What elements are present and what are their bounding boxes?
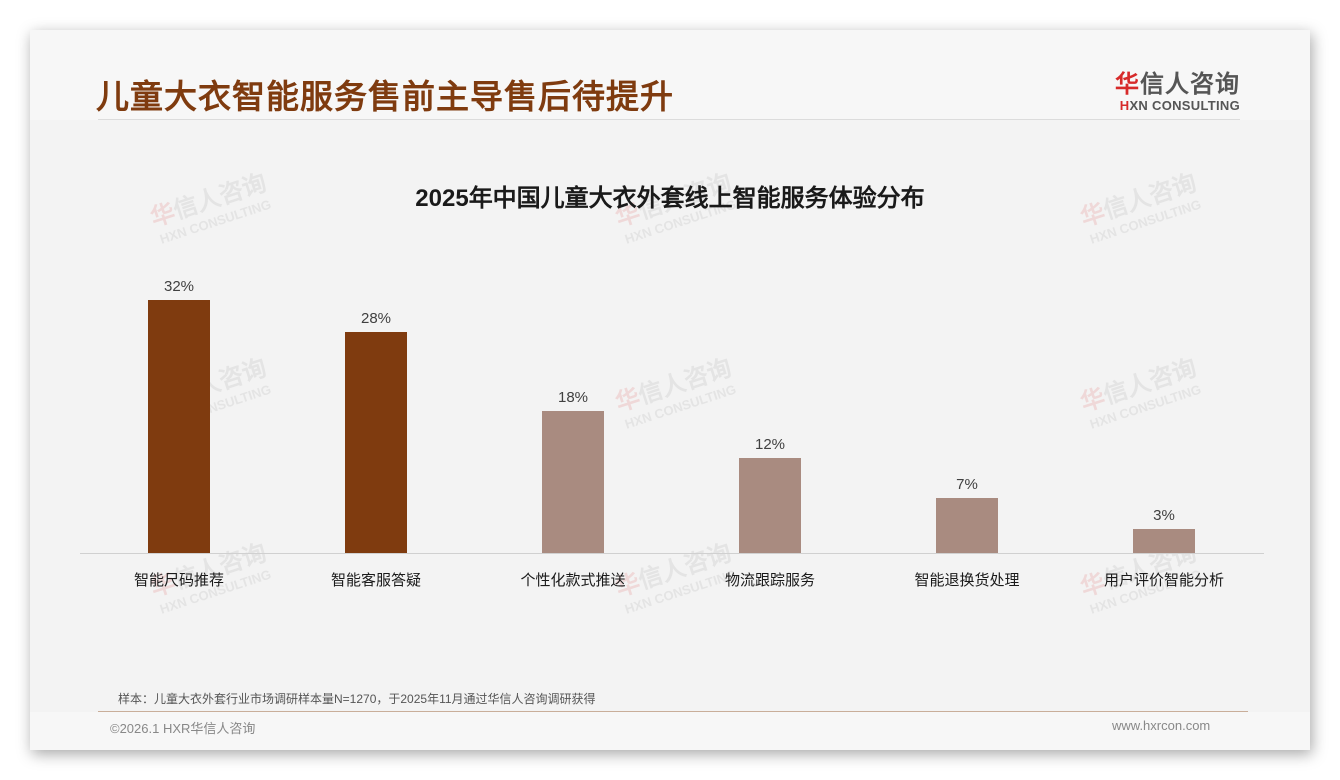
category-label: 个性化款式推送 [520,572,626,589]
bar-value-label: 7% [956,476,978,493]
logo-cn: 华信人咨询 [1110,64,1240,99]
sample-note: 样本：儿童大衣外套行业市场调研样本量N=1270，于2025年11月通过华信人咨… [118,692,596,706]
footer-divider [98,711,1248,712]
bar[interactable] [739,458,801,553]
bar[interactable] [1133,529,1195,553]
header-band [30,30,1310,120]
category-label: 智能尺码推荐 [133,572,224,589]
bar-value-label: 32% [163,278,195,295]
page-title: 儿童大衣智能服务售前主导售后待提升 [96,78,674,115]
bar-value-label: 12% [754,436,786,453]
brand-logo: 华信人咨询 HXN CONSULTING [1110,64,1240,113]
bar-value-label: 18% [557,389,589,406]
category-label: 物流跟踪服务 [724,572,815,589]
logo-en-first: H [1119,98,1130,113]
bar-value-label: 3% [1153,507,1175,524]
bar-chart: 32% 智能尺码推荐 28% 智能客服答疑 18% 个性化款式推送 12% 物流跟踪服务 7% 智… [80,230,1264,610]
x-axis-line [80,553,1264,554]
bar-value-label: 28% [360,310,392,327]
website-link[interactable]: www.hxrcon.com [1112,718,1211,733]
logo-en: HXN CONSULTING [1110,98,1240,113]
chart-title: 2025年中国儿童大衣外套线上智能服务体验分布 [415,185,925,212]
slide: 儿童大衣智能服务售前主导售后待提升 华信人咨询 HXN CONSULTING 华… [30,30,1310,750]
copyright-text: ©2026.1 HXR华信人咨询 [110,721,256,736]
category-label: 用户评价智能分析 [1103,572,1224,589]
logo-hua-char: 华 [1115,71,1140,98]
bar[interactable] [148,300,210,553]
footer-band [30,712,1310,750]
bar[interactable] [936,498,998,553]
logo-en-rest: XN CONSULTING [1129,98,1240,113]
bar[interactable] [345,332,407,553]
category-label: 智能客服答疑 [330,572,421,589]
bar[interactable] [542,411,604,553]
category-label: 智能退换货处理 [914,572,1020,589]
logo-cn-rest: 信人咨询 [1140,71,1240,98]
header-divider [98,119,1240,120]
